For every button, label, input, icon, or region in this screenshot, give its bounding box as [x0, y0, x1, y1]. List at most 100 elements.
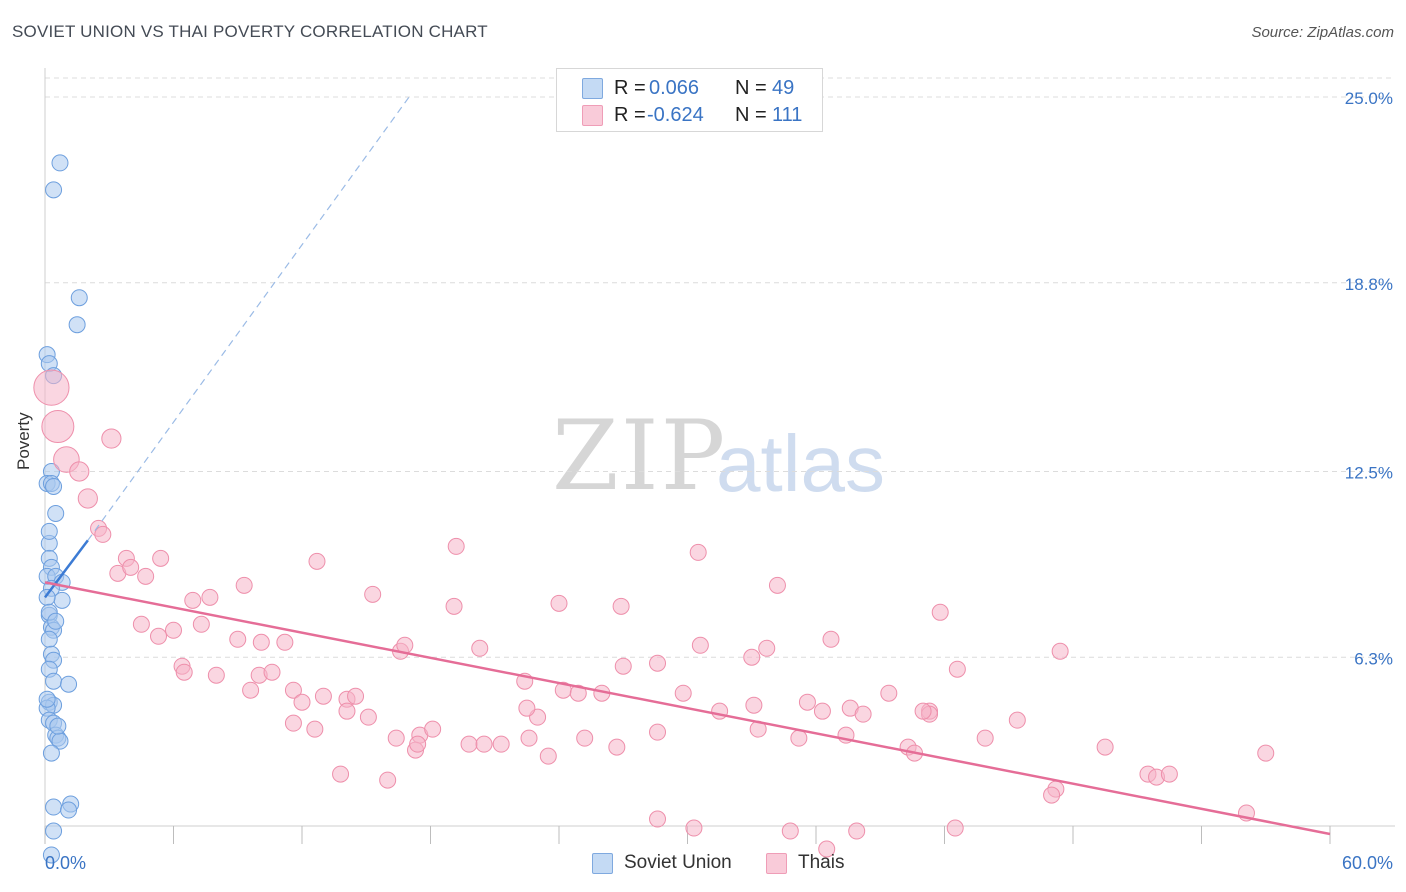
- stats-swatch-thais: [582, 105, 603, 126]
- thais-point: [94, 525, 112, 543]
- thais-point: [520, 729, 538, 747]
- thais-point: [848, 822, 866, 840]
- stats-r-value: -0.624: [647, 104, 704, 126]
- soviet-union-point: [45, 822, 63, 840]
- legend-label-thais: Thais: [798, 852, 845, 873]
- soviet-union-point: [38, 588, 56, 606]
- chart-title: SOVIET UNION VS THAI POVERTY CORRELATION…: [12, 22, 488, 41]
- soviet-union-point: [53, 591, 71, 609]
- thais-point: [284, 714, 302, 732]
- thais-point: [284, 681, 302, 699]
- soviet-union-point: [42, 846, 60, 864]
- thais-point: [931, 603, 949, 621]
- tick-labels: 25.0% 18.8% 12.5% 6.3% 0.0% 60.0%: [45, 89, 1393, 873]
- source-label: Source: ZipAtlas.com: [1251, 24, 1394, 41]
- soviet-union-point: [60, 675, 78, 693]
- thais-point: [518, 699, 536, 717]
- soviet-union-point: [51, 154, 69, 172]
- x-tick-label: 60.0%: [1342, 853, 1393, 873]
- thais-point: [192, 615, 210, 633]
- stats-swatch-soviet: [582, 78, 603, 99]
- thais-point: [1051, 642, 1069, 660]
- thais-point: [379, 771, 397, 789]
- thais-point: [165, 621, 182, 639]
- thais-point: [1257, 744, 1275, 762]
- thais-point: [41, 410, 75, 444]
- thais-point: [781, 822, 799, 840]
- stats-r-label: R =: [614, 104, 646, 126]
- thais-point: [569, 684, 587, 702]
- thais-point: [308, 552, 326, 570]
- watermark-zip: ZIP: [552, 400, 728, 512]
- thais-point: [813, 702, 831, 720]
- thais-point: [475, 735, 493, 753]
- thais-point: [822, 630, 840, 648]
- thais-point: [229, 630, 247, 648]
- stats-r-label: R =: [614, 77, 646, 99]
- thais-point: [689, 543, 707, 561]
- thais-point: [539, 747, 557, 765]
- x-tick-label: 0.0%: [45, 853, 86, 873]
- thais-point: [137, 567, 155, 585]
- thais-point: [387, 729, 405, 747]
- axes: [44, 68, 1395, 844]
- thais-point: [447, 537, 465, 555]
- thais-point: [649, 810, 667, 828]
- soviet-union-trend-line: [44, 539, 89, 599]
- thais-point: [818, 840, 836, 858]
- thais-point: [649, 723, 667, 741]
- soviet-union-point: [42, 744, 60, 762]
- thais-point: [122, 558, 140, 576]
- soviet-union-point: [45, 477, 63, 495]
- y-tick-label: 18.8%: [1345, 275, 1393, 294]
- trend-lines: [44, 96, 1331, 836]
- thais-point: [132, 615, 150, 633]
- thais-point: [649, 654, 667, 672]
- thais-point: [184, 591, 202, 609]
- series-points: [33, 154, 1275, 864]
- soviet-union-point: [40, 522, 58, 540]
- thais-point: [152, 549, 170, 567]
- thais-point: [207, 666, 225, 684]
- thais-point: [77, 488, 98, 509]
- thais-point: [612, 597, 630, 615]
- soviet-union-point: [60, 801, 78, 819]
- thais-point: [948, 660, 966, 678]
- soviet-union-point: [49, 717, 67, 735]
- y-tick-label: 12.5%: [1345, 464, 1393, 483]
- soviet-union-trend-extension: [87, 96, 410, 541]
- legend-swatch-soviet-union: [592, 853, 613, 874]
- soviet-union-point: [47, 504, 65, 522]
- thais-point: [252, 633, 270, 651]
- thais-point: [364, 585, 382, 603]
- thais-point: [409, 735, 427, 753]
- thais-point: [790, 729, 808, 747]
- thais-point: [614, 657, 632, 675]
- stats-r-value: 0.066: [649, 77, 700, 99]
- stats-n-value: 111: [772, 104, 803, 126]
- stats-box: R = 0.066 N = 49 R = -0.624 N = 111: [556, 68, 823, 132]
- thais-point: [745, 696, 763, 714]
- thais-point: [1008, 711, 1026, 729]
- stats-row-soviet: R = 0.066 N = 49: [557, 75, 822, 103]
- y-tick-label: 6.3%: [1354, 649, 1393, 668]
- soviet-union-point: [45, 672, 63, 690]
- thais-point: [101, 428, 122, 449]
- thais-point: [768, 576, 786, 594]
- y-tick-label: 25.0%: [1345, 89, 1393, 108]
- thais-point: [914, 702, 932, 720]
- thais-point: [242, 681, 260, 699]
- thais-point: [293, 693, 311, 711]
- thais-point: [424, 720, 442, 738]
- thais-point: [33, 369, 70, 406]
- soviet-union-point: [47, 612, 65, 630]
- stats-n-label: N =: [735, 77, 767, 99]
- soviet-union-point: [70, 289, 88, 307]
- thais-point: [854, 705, 872, 723]
- thais-point: [314, 687, 332, 705]
- legend-label-soviet-union: Soviet Union: [624, 852, 732, 873]
- stats-n-value: 49: [772, 77, 795, 99]
- thais-point: [758, 639, 776, 657]
- thais-point: [1043, 786, 1061, 804]
